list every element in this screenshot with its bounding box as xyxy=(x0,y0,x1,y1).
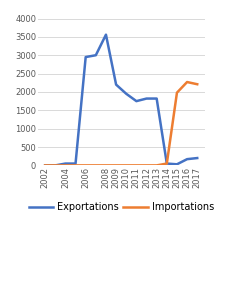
Importations xyxy=(155,164,157,167)
Exportations xyxy=(74,162,76,165)
Importations xyxy=(145,164,147,167)
Importations xyxy=(175,91,178,95)
Importations xyxy=(114,164,117,167)
Importations xyxy=(104,164,107,167)
Importations xyxy=(124,164,127,167)
Exportations xyxy=(185,158,188,161)
Exportations xyxy=(145,97,147,100)
Exportations xyxy=(44,164,46,167)
Exportations xyxy=(134,99,137,103)
Exportations xyxy=(155,97,157,100)
Exportations xyxy=(54,164,56,167)
Importations xyxy=(54,164,56,167)
Importations xyxy=(44,164,46,167)
Exportations xyxy=(124,92,127,96)
Importations xyxy=(74,164,76,167)
Importations xyxy=(64,164,67,167)
Line: Importations: Importations xyxy=(45,82,196,165)
Exportations xyxy=(94,53,97,57)
Legend: Exportations, Importations: Exportations, Importations xyxy=(25,199,217,216)
Exportations xyxy=(64,162,67,165)
Importations xyxy=(195,82,198,86)
Importations xyxy=(134,164,137,167)
Line: Exportations: Exportations xyxy=(45,35,196,165)
Exportations xyxy=(195,156,198,160)
Exportations xyxy=(114,83,117,86)
Importations xyxy=(84,164,87,167)
Exportations xyxy=(104,33,107,36)
Exportations xyxy=(175,163,178,166)
Importations xyxy=(94,164,97,167)
Importations xyxy=(185,80,188,84)
Importations xyxy=(165,162,168,165)
Exportations xyxy=(165,162,168,165)
Exportations xyxy=(84,55,87,59)
